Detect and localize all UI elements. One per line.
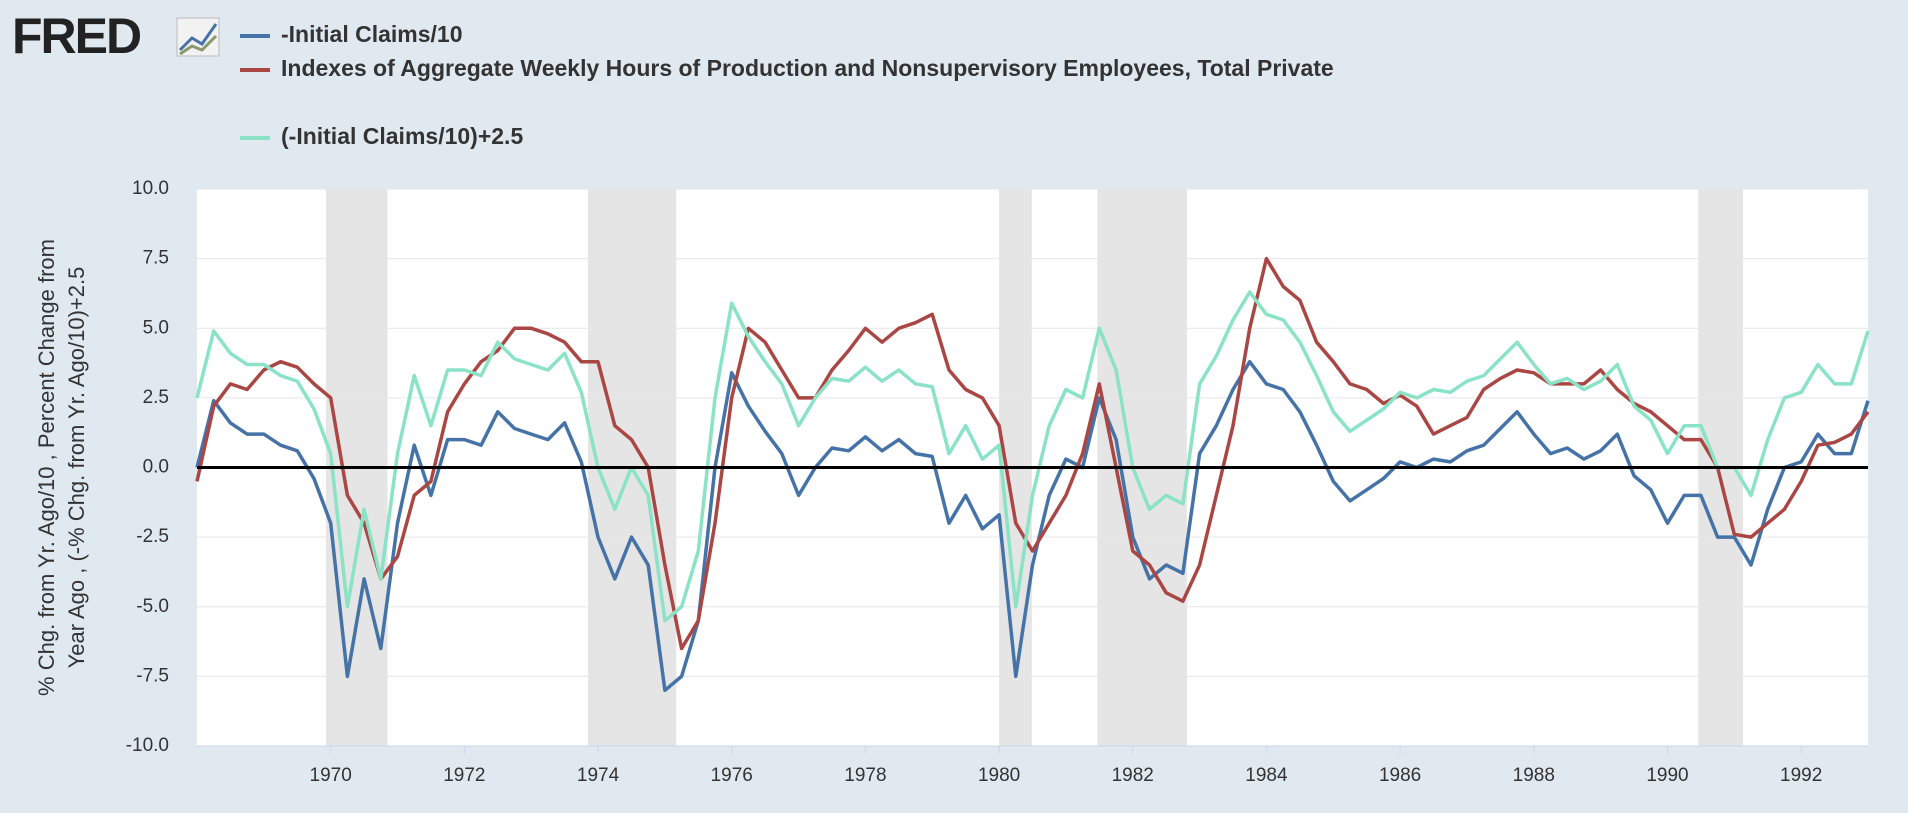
x-tick-label: 1972 — [443, 765, 485, 786]
legend-label: Indexes of Aggregate Weekly Hours of Pro… — [281, 55, 1334, 81]
x-tick-label: 1982 — [1112, 765, 1154, 786]
y-tick-label: -10.0 — [126, 735, 169, 756]
x-tick-label: 1980 — [978, 765, 1020, 786]
x-tick-label: 1992 — [1780, 765, 1822, 786]
legend-label: -Initial Claims/10 — [281, 21, 463, 47]
series-line — [195, 256, 1870, 651]
y-axis-label-line: Year Ago , (-% Chg. from Yr. Ago/10)+2.5 — [64, 267, 89, 669]
x-tick-label: 1974 — [577, 765, 620, 786]
x-tick-label: 1976 — [711, 765, 753, 786]
legend-label: (-Initial Claims/10)+2.5 — [281, 123, 523, 149]
y-tick-label: 7.5 — [143, 248, 169, 269]
y-tick-label: -2.5 — [136, 526, 169, 547]
y-tick-label: 10.0 — [132, 178, 169, 199]
y-tick-label: 0.0 — [143, 457, 169, 478]
y-tick-label: 2.5 — [143, 387, 169, 408]
x-tick-label: 1986 — [1379, 765, 1421, 786]
x-tick-label: 1978 — [844, 765, 886, 786]
y-axis-label-line: % Chg. from Yr. Ago/10 , Percent Change … — [34, 239, 59, 696]
x-tick-label: 1970 — [310, 765, 352, 786]
y-tick-label: 5.0 — [143, 317, 169, 338]
x-tick-label: 1988 — [1513, 765, 1555, 786]
logo: FRED — [12, 8, 141, 64]
logo-icon — [176, 17, 220, 57]
series-line — [195, 359, 1870, 693]
y-tick-label: -7.5 — [136, 665, 169, 686]
y-axis-label: % Chg. from Yr. Ago/10 , Percent Change … — [34, 239, 89, 696]
series-line — [195, 290, 1870, 623]
x-tick-label: 1984 — [1245, 765, 1288, 786]
y-tick-label: -5.0 — [136, 596, 169, 617]
x-tick-label: 1990 — [1646, 765, 1688, 786]
